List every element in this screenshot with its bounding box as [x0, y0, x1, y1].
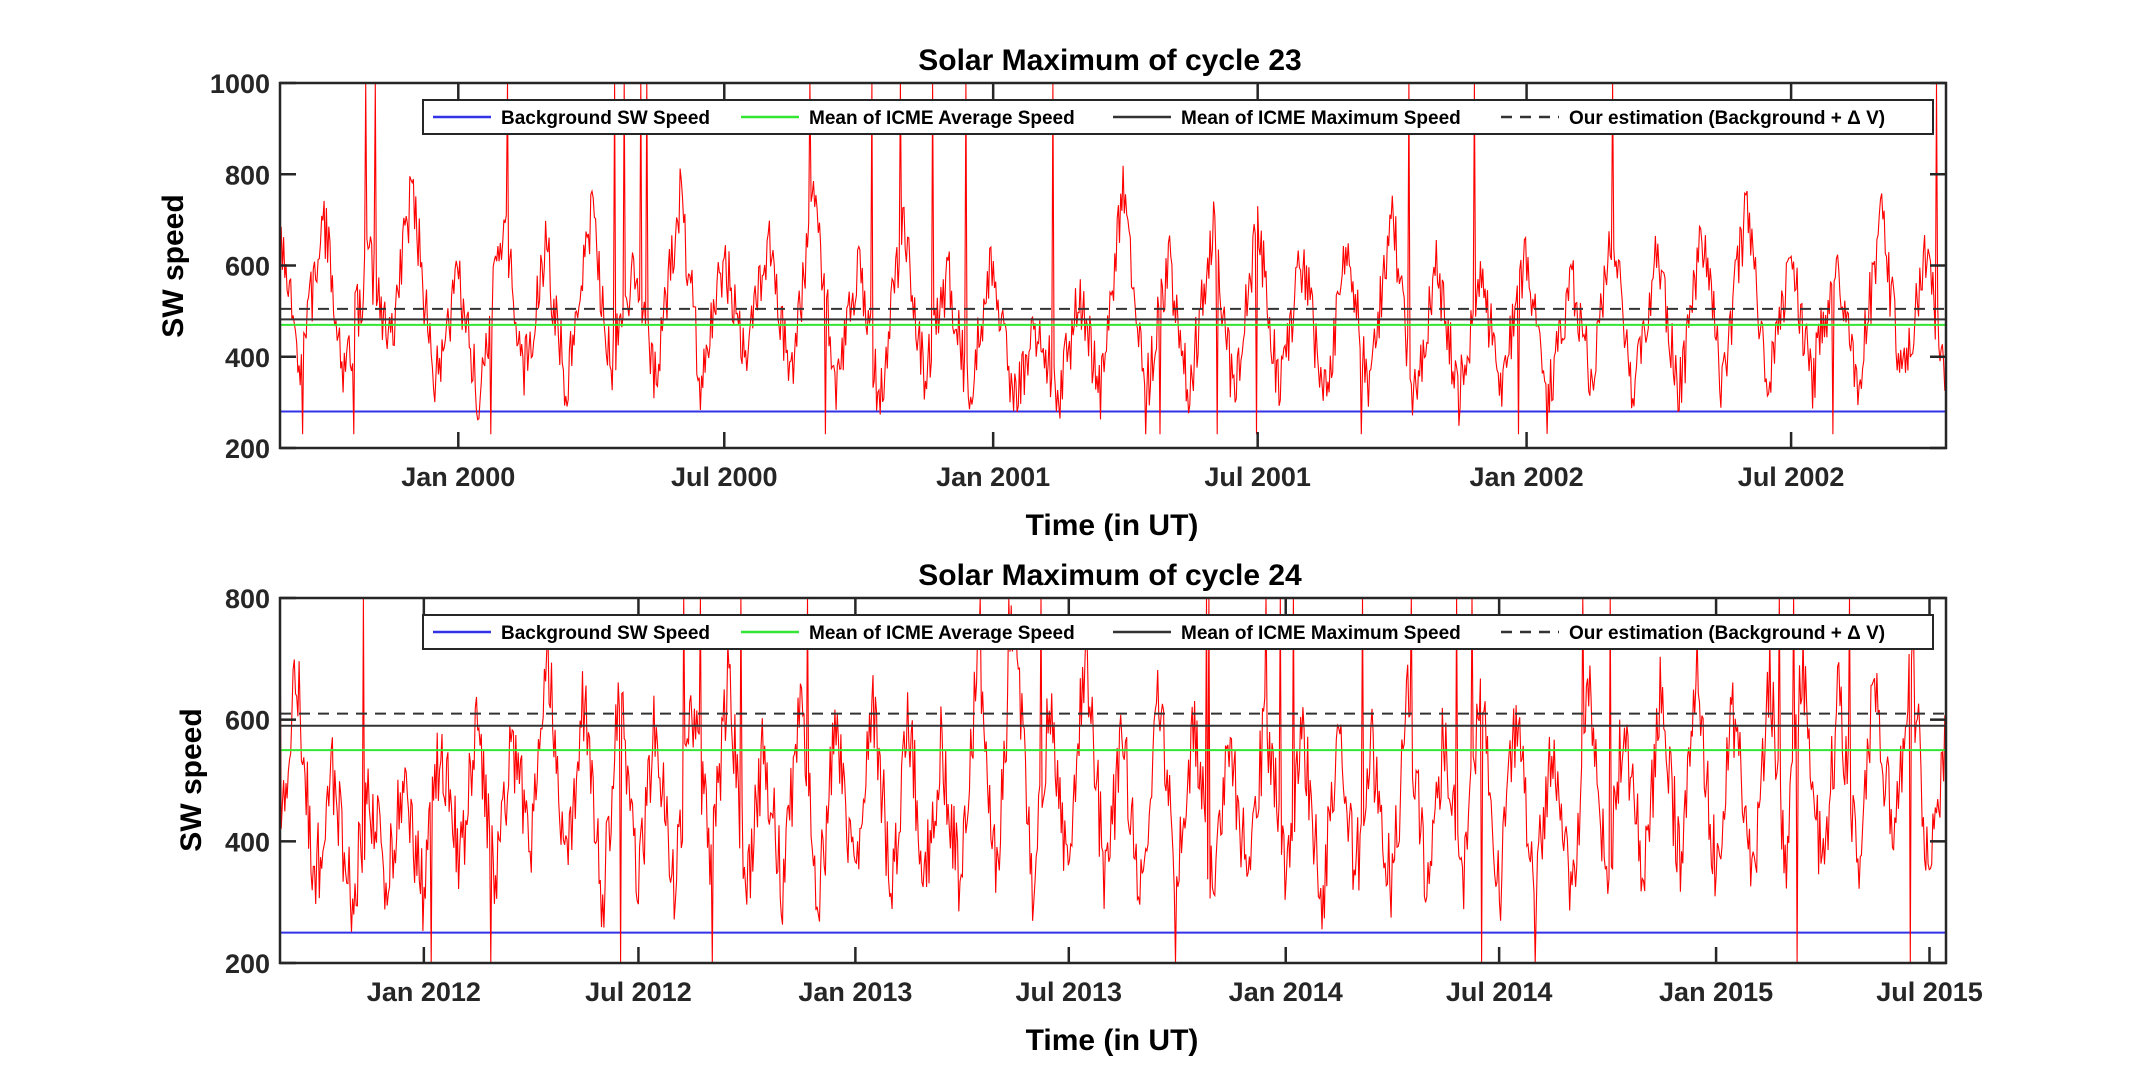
- y-tick-label: 400: [225, 827, 270, 857]
- y-tick-label: 400: [225, 343, 270, 373]
- x-tick-label: Jul 2002: [1738, 462, 1845, 492]
- y-tick-label: 200: [225, 434, 270, 464]
- chart-cycle-23: Solar Maximum of cycle 23 200 400 600 800 10…: [157, 44, 1948, 542]
- x-tick-label: Jul 2013: [1015, 977, 1122, 1007]
- legend: Background SW Speed Mean of ICME Average …: [422, 614, 1934, 650]
- sw-speed-series-line: [280, 598, 1946, 963]
- chart-cycle-24: Solar Maximum of cycle 24 200 400 600 800 Ja…: [175, 559, 1983, 1057]
- x-tick-label: Jan 2012: [367, 977, 481, 1007]
- legend-entry-icme-maximum-label: Mean of ICME Maximum Speed: [1181, 623, 1461, 644]
- legend-entry-estimation-label: Our estimation (Background + Δ V): [1569, 108, 1885, 129]
- legend-entry-background-label: Background SW Speed: [501, 108, 710, 129]
- y-tick-label: 800: [225, 584, 270, 614]
- plot-area: [280, 83, 1946, 448]
- x-axis-label: Time (in UT): [1026, 509, 1199, 542]
- legend-entry-estimation-label: Our estimation (Background + Δ V): [1569, 623, 1885, 644]
- x-tick-label: Jan 2001: [936, 462, 1050, 492]
- axes-box: [278, 596, 1948, 965]
- x-tick-label: Jul 2001: [1204, 462, 1311, 492]
- x-tick-label: Jul 2000: [671, 462, 778, 492]
- x-tick-label: Jan 2000: [401, 462, 515, 492]
- y-tick-label: 600: [225, 706, 270, 736]
- x-tick-label: Jan 2015: [1659, 977, 1773, 1007]
- y-tick-label: 200: [225, 949, 270, 979]
- x-tick-label: Jul 2012: [585, 977, 692, 1007]
- legend-entry-background-label: Background SW Speed: [501, 623, 710, 644]
- data-layer: [280, 598, 1946, 963]
- legend-entry-icme-maximum-label: Mean of ICME Maximum Speed: [1181, 108, 1461, 129]
- x-tick-label: Jan 2002: [1470, 462, 1584, 492]
- y-axis-label: SW speed: [175, 708, 208, 851]
- legend: Background SW Speed Mean of ICME Average …: [422, 99, 1934, 135]
- x-tick-label: Jan 2014: [1229, 977, 1343, 1007]
- x-axis-label: Time (in UT): [1026, 1024, 1199, 1057]
- legend-entry-icme-average-label: Mean of ICME Average Speed: [809, 623, 1075, 644]
- x-tick-label: Jul 2015: [1876, 977, 1983, 1007]
- y-tick-label: 600: [225, 252, 270, 282]
- y-tick-label: 1000: [210, 69, 270, 99]
- y-axis-label: SW speed: [157, 194, 190, 337]
- chart-title: Solar Maximum of cycle 23: [918, 44, 1302, 77]
- tick-layer: 200 400 600 800 Jan 2012 Jul 2012 Jan 2013 Jul …: [225, 584, 1983, 1007]
- legend-box: [422, 99, 1934, 135]
- legend-box: [422, 614, 1934, 650]
- x-tick-label: Jan 2013: [798, 977, 912, 1007]
- chart-title: Solar Maximum of cycle 24: [918, 559, 1302, 592]
- legend-entry-icme-average-label: Mean of ICME Average Speed: [809, 108, 1075, 129]
- x-tick-label: Jul 2014: [1446, 977, 1553, 1007]
- y-tick-label: 800: [225, 160, 270, 190]
- axes-box: [278, 81, 1948, 450]
- tick-layer: 200 400 600 800 1000 Jan 2000 Jul 2000 Jan 2001…: [210, 69, 1946, 492]
- data-layer: [280, 83, 1946, 435]
